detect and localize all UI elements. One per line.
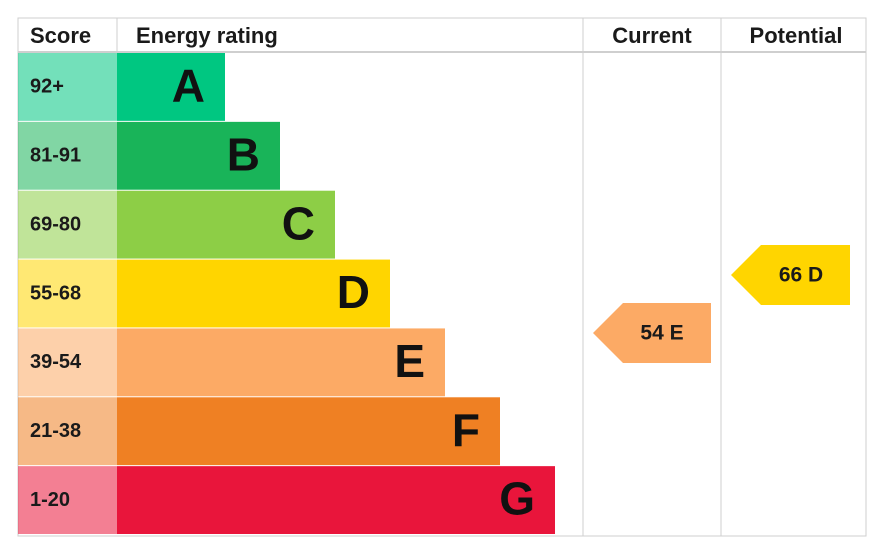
score-cell: [18, 466, 117, 534]
score-cell: [18, 121, 117, 190]
rating-letter: D: [337, 266, 370, 318]
rating-letter: E: [394, 335, 425, 387]
rating-bar: [117, 259, 390, 328]
rating-letter: B: [227, 128, 260, 180]
score-label: 92+: [30, 76, 64, 98]
potential-label: 66 D: [779, 264, 823, 287]
score-label: 55-68: [30, 282, 81, 304]
header-current: Current: [612, 23, 692, 48]
header-rating: Energy rating: [136, 23, 278, 48]
score-cell: [18, 259, 117, 328]
rating-bar: [117, 397, 500, 466]
score-label: 39-54: [30, 351, 82, 373]
potential-arrow: [731, 245, 850, 305]
rating-letter: F: [452, 404, 480, 456]
rating-bar: [117, 121, 280, 190]
rating-bar: [117, 53, 225, 121]
bands: 92+ A 81-91 B 69-80 C 55-68 D 39-54 E 21-38 F 1-20 G: [18, 53, 555, 534]
score-label: 69-80: [30, 213, 81, 235]
score-label: 1-20: [30, 489, 70, 511]
rating-letter: A: [172, 60, 205, 112]
score-cell: [18, 53, 117, 121]
header-score: Score: [30, 23, 91, 48]
current-label: 54 E: [640, 322, 683, 345]
score-label: 21-38: [30, 420, 81, 442]
score-cell: [18, 397, 117, 466]
current-arrow: [593, 303, 711, 363]
score-cell: [18, 328, 117, 397]
score-label: 81-91: [30, 145, 81, 167]
rating-bar: [117, 328, 445, 397]
rating-letter: G: [499, 473, 535, 525]
rating-bar: [117, 466, 555, 534]
rating-bar: [117, 190, 335, 259]
rating-letter: C: [282, 197, 315, 249]
header-potential: Potential: [750, 23, 843, 48]
score-cell: [18, 190, 117, 259]
